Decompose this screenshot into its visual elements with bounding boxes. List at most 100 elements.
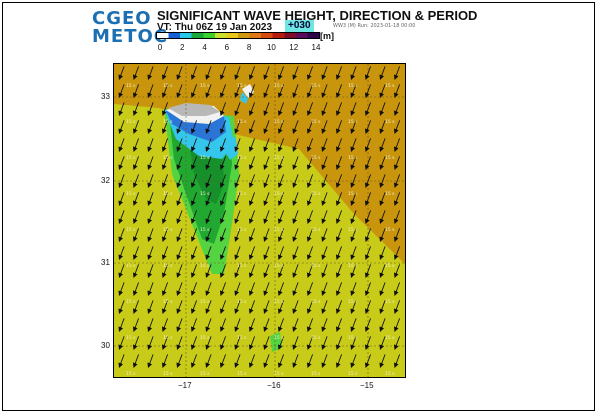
- logo-line-1: CGEO: [92, 8, 152, 29]
- period-label: 15 s: [237, 335, 247, 341]
- wave-direction-arrow: [161, 120, 169, 134]
- wave-direction-arrow: [393, 120, 401, 134]
- wave-direction-arrow: [306, 228, 314, 242]
- wave-direction-arrow: [176, 336, 183, 350]
- wave-direction-arrow: [118, 66, 125, 80]
- wave-direction-arrow: [277, 318, 285, 332]
- wave-direction-arrow: [190, 84, 198, 98]
- wave-direction-arrow: [219, 318, 227, 332]
- wave-direction-arrow: [321, 318, 328, 332]
- wave-direction-arrow: [205, 282, 212, 296]
- wave-direction-arrow: [306, 318, 314, 332]
- wave-direction-arrow: [132, 210, 140, 224]
- wave-direction-arrow: [147, 228, 154, 242]
- land-madeira: [168, 103, 220, 116]
- wave-direction-arrow: [321, 246, 328, 260]
- wave-direction-arrow: [350, 228, 357, 242]
- wave-direction-arrow: [393, 174, 401, 188]
- wave-direction-arrow: [364, 282, 372, 296]
- wave-direction-arrow: [234, 318, 241, 332]
- wave-direction-arrow: [321, 354, 328, 368]
- wave-direction-arrow: [306, 282, 314, 296]
- wave-direction-arrow: [205, 120, 212, 134]
- period-label: 15 s: [126, 263, 136, 269]
- wave-direction-arrow: [234, 138, 241, 152]
- wave-direction-arrow: [335, 102, 343, 116]
- wave-direction-arrow: [379, 336, 386, 350]
- period-label: 15 s: [385, 83, 395, 89]
- wave-direction-arrow: [161, 156, 169, 170]
- wave-direction-arrow: [234, 102, 241, 116]
- wave-direction-arrow: [350, 84, 357, 98]
- wave-direction-arrow: [335, 354, 343, 368]
- wave-direction-arrow: [205, 138, 212, 152]
- wave-direction-arrow: [190, 336, 198, 350]
- wave-direction-arrow: [219, 246, 227, 260]
- period-label: 15 s: [385, 227, 395, 233]
- wave-direction-arrow: [118, 156, 125, 170]
- wave-direction-arrow: [393, 282, 401, 296]
- wave-direction-arrow: [161, 282, 169, 296]
- period-label: 15 s: [274, 263, 284, 269]
- period-label: 15 s: [274, 119, 284, 125]
- wave-direction-arrow: [147, 102, 154, 116]
- wave-direction-arrow: [321, 282, 328, 296]
- wave-direction-arrow: [393, 210, 401, 224]
- wave-direction-arrow: [234, 282, 241, 296]
- wave-direction-arrow: [277, 192, 285, 206]
- wave-direction-arrow: [234, 192, 241, 206]
- wave-direction-arrow: [292, 120, 299, 134]
- wave-direction-arrow: [205, 228, 212, 242]
- period-label: 15 s: [237, 119, 247, 125]
- wave-direction-arrow: [248, 264, 256, 278]
- wave-direction-arrow: [277, 210, 285, 224]
- period-label: 15 s: [163, 263, 173, 269]
- wave-direction-arrow: [379, 282, 386, 296]
- wave-direction-arrow: [306, 102, 314, 116]
- wave-direction-arrow: [118, 318, 125, 332]
- wave-direction-arrow: [393, 228, 401, 242]
- wave-direction-arrow: [350, 138, 357, 152]
- cgeo-metoc-logo: CGEO METOC: [92, 10, 168, 46]
- wave-direction-arrow: [190, 282, 198, 296]
- wave-direction-arrow: [335, 138, 343, 152]
- wave-direction-arrow: [161, 300, 169, 314]
- wave-direction-arrow: [335, 336, 343, 350]
- wave-direction-arrow: [379, 228, 386, 242]
- wave-direction-arrow: [292, 84, 299, 98]
- wave-direction-arrow: [263, 210, 270, 224]
- wave-direction-arrow: [118, 228, 125, 242]
- period-label: 15 s: [237, 155, 247, 161]
- colorbar-tick-label: 4: [202, 43, 207, 52]
- wave-direction-arrow: [263, 228, 270, 242]
- colorbar-tick-label: 12: [289, 43, 299, 52]
- wave-direction-arrow: [306, 300, 314, 314]
- wave-direction-arrow: [350, 318, 357, 332]
- wave-direction-arrow: [219, 300, 227, 314]
- wave-direction-arrow: [248, 336, 256, 350]
- period-label: 15 s: [348, 191, 358, 197]
- wave-direction-arrow: [364, 264, 372, 278]
- period-label: 15 s: [200, 119, 210, 125]
- wave-direction-arrow: [364, 102, 372, 116]
- wave-direction-arrow: [248, 246, 256, 260]
- wave-direction-arrow: [306, 66, 314, 80]
- wave-direction-arrow: [234, 336, 241, 350]
- wave-direction-arrow: [263, 120, 270, 134]
- period-label: 15 s: [200, 191, 210, 197]
- wave-direction-arrow: [277, 300, 285, 314]
- wave-direction-arrow: [118, 264, 125, 278]
- wave-direction-arrow: [350, 66, 357, 80]
- wave-direction-arrow: [379, 66, 386, 80]
- wave-direction-arrow: [132, 228, 140, 242]
- wave-direction-arrow: [335, 120, 343, 134]
- wave-direction-arrow: [379, 264, 386, 278]
- wave-direction-arrow: [263, 138, 270, 152]
- logo-line-2: METOC: [92, 26, 168, 47]
- wave-direction-arrow: [292, 228, 299, 242]
- wave-direction-arrow: [393, 102, 401, 116]
- wave-direction-arrow: [321, 138, 328, 152]
- wave-direction-arrow: [379, 156, 386, 170]
- wave-direction-arrow: [364, 354, 372, 368]
- wave-direction-arrow: [350, 336, 357, 350]
